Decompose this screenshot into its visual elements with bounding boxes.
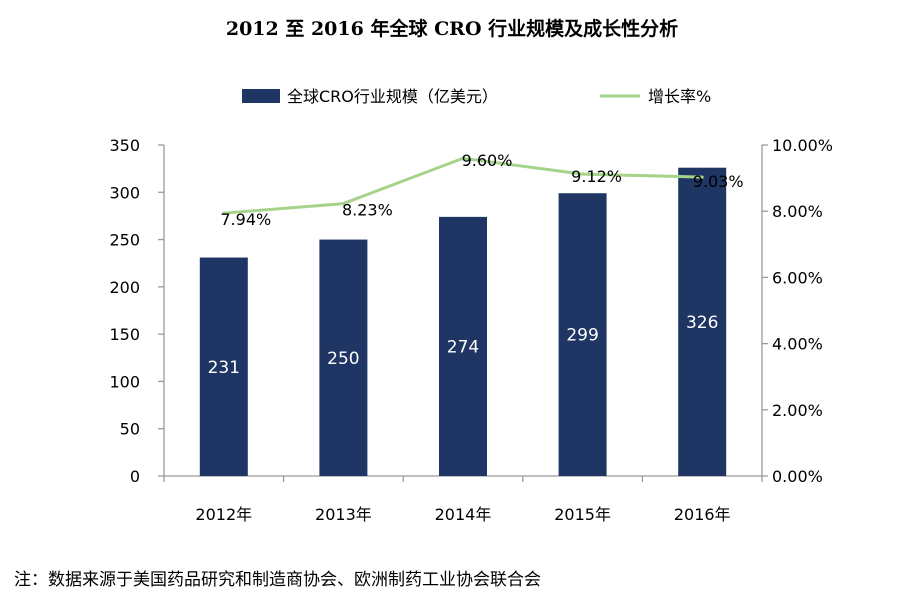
x-tick-label: 2013年 bbox=[315, 505, 372, 524]
y-left-tick-label: 150 bbox=[109, 325, 140, 344]
x-tick-label: 2016年 bbox=[674, 505, 731, 524]
bar bbox=[319, 239, 368, 476]
y-left-tick-label: 200 bbox=[109, 278, 140, 297]
chart-title: 2012 至 2016 年全球 CRO 行业规模及成长性分析 bbox=[225, 18, 679, 40]
source-note: 注：数据来源于美国药品研究和制造商协会、欧洲制药工业协会联合会 bbox=[14, 570, 541, 590]
legend: 全球CRO行业规模（亿美元） 增长率% bbox=[242, 87, 711, 106]
bar-value-label: 299 bbox=[566, 326, 598, 346]
bar bbox=[558, 193, 607, 476]
legend-bar-swatch bbox=[242, 89, 280, 103]
y-right-tick-label: 2.00% bbox=[772, 401, 823, 420]
growth-value-label: 7.94% bbox=[220, 210, 271, 229]
growth-line-series: 7.94% 8.23% 9.60% 9.12% 9.03% bbox=[220, 151, 743, 229]
bars: 231 250 274 299 326 bbox=[199, 167, 727, 477]
y-right-tick-label: 0.00% bbox=[772, 467, 823, 486]
y-left-tick-label: 100 bbox=[109, 372, 140, 391]
growth-value-label: 9.03% bbox=[693, 172, 744, 191]
growth-point bbox=[700, 175, 704, 179]
y-right-tick-label: 4.00% bbox=[772, 335, 823, 354]
y-right-tick-label: 8.00% bbox=[772, 202, 823, 221]
growth-point bbox=[341, 202, 345, 206]
legend-bar-label: 全球CRO行业规模（亿美元） bbox=[287, 87, 498, 106]
x-tick-label: 2012年 bbox=[195, 505, 252, 524]
y-left-tick-label: 350 bbox=[109, 136, 140, 155]
growth-point bbox=[461, 156, 465, 160]
bar bbox=[678, 167, 727, 476]
bar-value-label: 231 bbox=[208, 358, 240, 378]
bar-value-label: 274 bbox=[447, 337, 479, 357]
bar-value-label: 326 bbox=[686, 313, 718, 333]
y-left-tick-label: 0 bbox=[130, 467, 140, 486]
legend-line-label: 增长率% bbox=[648, 87, 711, 106]
growth-point bbox=[222, 211, 226, 215]
x-tick-label: 2014年 bbox=[435, 505, 492, 524]
growth-value-label: 8.23% bbox=[342, 201, 393, 220]
x-tick-label: 2015年 bbox=[554, 505, 611, 524]
y-right-tick-label: 10.00% bbox=[772, 136, 833, 155]
bar bbox=[439, 216, 487, 477]
y-right-tick-label: 6.00% bbox=[772, 268, 823, 287]
y-left-tick-label: 300 bbox=[109, 183, 140, 202]
bar-value-label: 250 bbox=[327, 349, 359, 369]
y-left-tick-label: 250 bbox=[109, 231, 140, 250]
bar bbox=[199, 257, 248, 476]
y-left-tick-label: 50 bbox=[120, 420, 140, 439]
growth-point bbox=[581, 172, 585, 176]
growth-value-label: 9.60% bbox=[462, 151, 513, 170]
growth-value-label: 9.12% bbox=[571, 167, 622, 186]
